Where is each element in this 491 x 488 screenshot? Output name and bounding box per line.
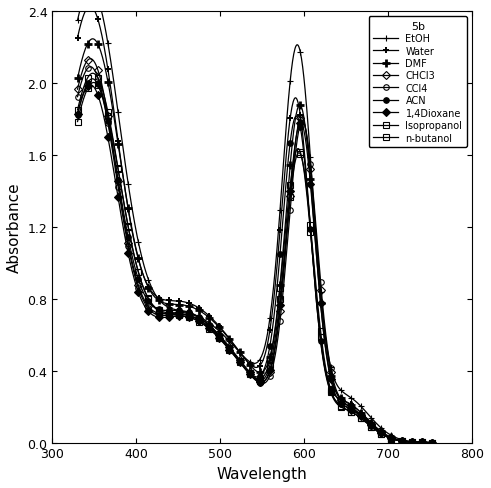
X-axis label: Wavelength: Wavelength xyxy=(217,466,307,481)
Legend: EtOH, Water, DMF, CHCl3, CCl4, ACN, 1,4Dioxane, Isopropanol, n-butanol: EtOH, Water, DMF, CHCl3, CCl4, ACN, 1,4D… xyxy=(369,17,467,148)
Y-axis label: Absorbance: Absorbance xyxy=(7,182,22,272)
